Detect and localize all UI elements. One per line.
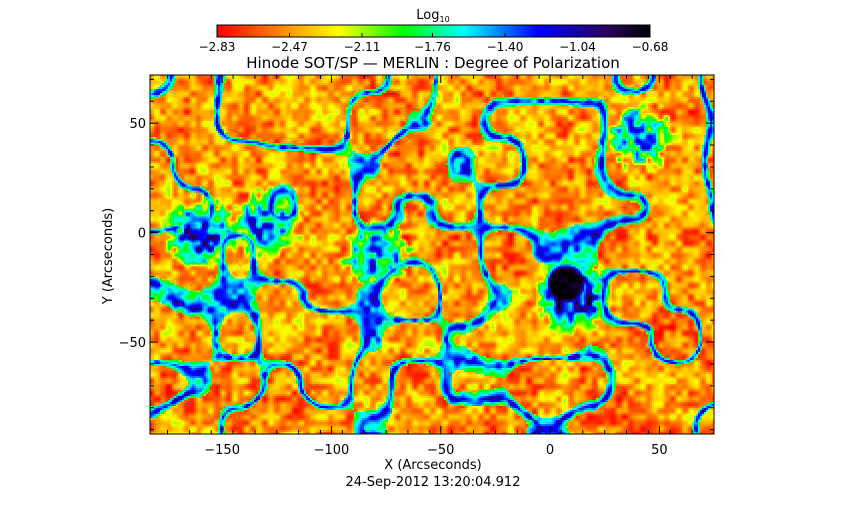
x-axis-label: X (Arcseconds)	[384, 458, 481, 473]
colorbar-label-subscript: 10	[440, 15, 450, 24]
colorbar-ticks: −2.83 −2.47 −2.11 −1.76 −1.40 −1.04 −0.68	[199, 33, 669, 54]
y-tick-label: −50	[119, 336, 146, 351]
colorbar-label: Log10	[416, 8, 449, 24]
x-axis: −150 −100 −50 0 50	[166, 75, 715, 458]
timestamp: 24-Sep-2012 13:20:04.912	[346, 475, 521, 490]
colorbar-tick-label: −2.83	[199, 40, 236, 54]
x-tick-label: −100	[314, 443, 350, 458]
y-axis-label: Y (Arcseconds)	[101, 208, 116, 305]
heatmap-image	[150, 75, 714, 434]
x-tick-label: 0	[546, 443, 554, 458]
y-tick-label: 0	[138, 227, 146, 242]
colorbar-tick-label: −2.11	[344, 40, 381, 54]
y-tick-label: 50	[129, 117, 146, 132]
colorbar-tick-label: −1.40	[487, 40, 524, 54]
x-tick-label: 50	[651, 443, 668, 458]
colorbar-tick-label: −1.76	[414, 40, 451, 54]
y-axis: 50 0 −50	[119, 78, 714, 431]
x-tick-label: −150	[204, 443, 240, 458]
colorbar	[216, 24, 651, 38]
x-tick-label: −50	[427, 443, 454, 458]
chart-title: Hinode SOT/SP — MERLIN : Degree of Polar…	[246, 54, 620, 72]
colorbar-tick-label: −0.68	[632, 40, 669, 54]
colorbar-tick-label: −2.47	[271, 40, 308, 54]
colorbar-tick-label: −1.04	[559, 40, 596, 54]
